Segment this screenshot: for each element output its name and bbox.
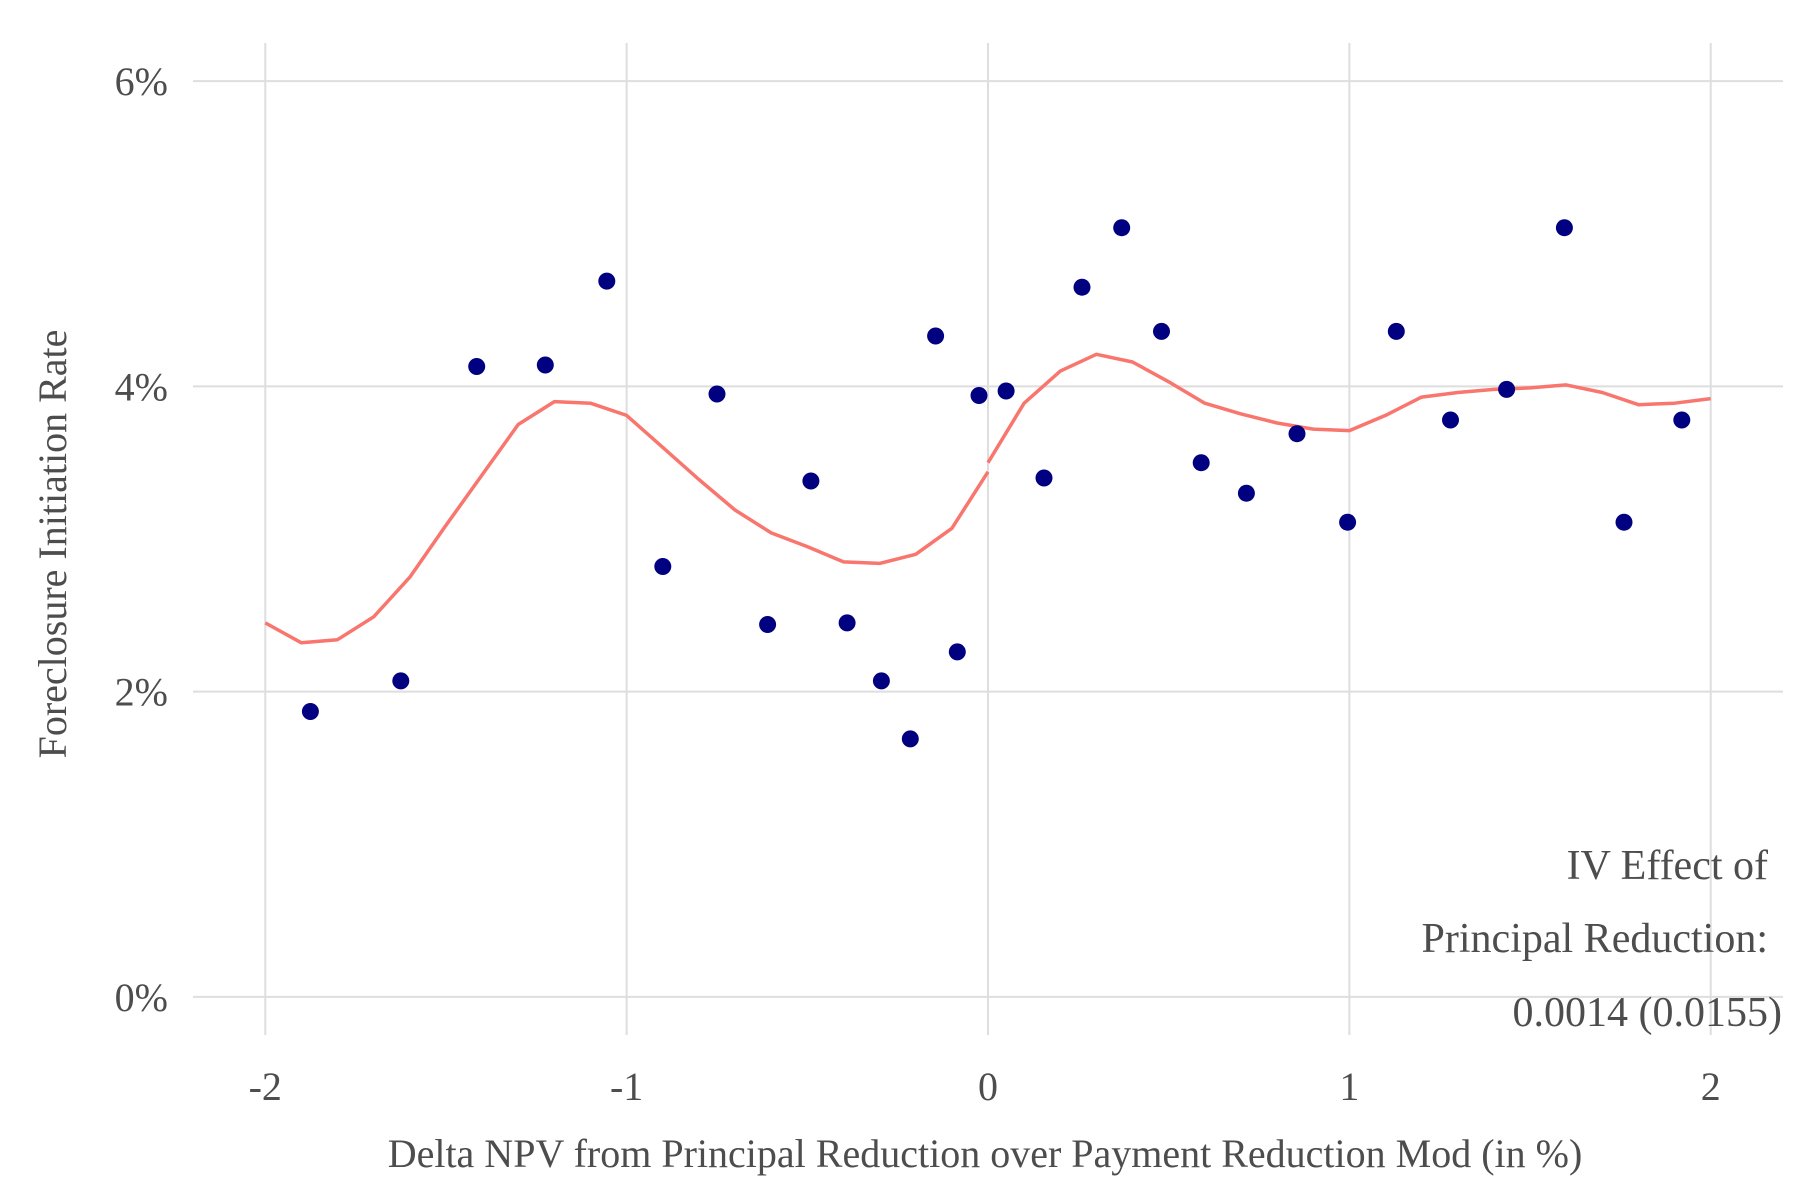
data-point (1555, 219, 1573, 237)
y-tick-label: 6% (115, 59, 168, 104)
data-point (301, 703, 319, 720)
fit-lines (264, 352, 1711, 645)
data-point (997, 382, 1015, 400)
data-point (948, 643, 966, 661)
data-point (392, 672, 410, 690)
data-point (1498, 380, 1516, 398)
fit-line-right (986, 352, 1711, 464)
grid-lines (193, 43, 1783, 1035)
x-tick-label: -2 (249, 1064, 282, 1109)
data-point (1153, 322, 1170, 340)
data-point (536, 356, 554, 374)
data-point (468, 358, 486, 375)
annotation-line-3: 0.0014 (0.0155) (1513, 990, 1782, 1036)
data-points (301, 219, 1691, 748)
data-point (654, 558, 672, 575)
annotation-line-1: IV Effect of (1567, 843, 1768, 889)
data-point (1237, 484, 1255, 502)
data-point (1113, 219, 1131, 237)
x-tick-label: 2 (1701, 1064, 1721, 1109)
data-point (927, 327, 945, 345)
data-point (598, 272, 616, 290)
x-tick-label: 0 (978, 1064, 998, 1109)
fit-line-left (264, 399, 990, 645)
data-point (1615, 513, 1633, 531)
data-point (838, 614, 856, 632)
x-axis-title: Delta NPV from Principal Reduction over … (388, 1131, 1583, 1176)
iv-annotation: IV Effect of Principal Reduction: 0.0014… (1422, 843, 1782, 1036)
data-point (1387, 322, 1405, 340)
x-tick-label: 1 (1339, 1064, 1359, 1109)
data-point (1288, 425, 1306, 443)
y-tick-label: 4% (115, 364, 168, 409)
y-tick-label: 2% (115, 670, 168, 715)
data-point (759, 616, 777, 633)
data-point (1339, 513, 1357, 531)
data-point (802, 472, 820, 490)
data-point (708, 385, 726, 403)
data-point (1073, 278, 1091, 296)
annotation-line-2: Principal Reduction: (1422, 916, 1768, 962)
x-tick-label: -1 (610, 1064, 643, 1109)
y-tick-label: 0% (115, 975, 168, 1020)
data-point (1192, 454, 1210, 472)
data-point (970, 387, 988, 404)
data-point (872, 672, 890, 690)
data-point (901, 730, 919, 748)
y-axis-title: Foreclosure Initiation Rate (30, 330, 75, 759)
data-point (1442, 411, 1459, 429)
data-point (1673, 411, 1691, 429)
data-point (1035, 469, 1053, 487)
tick-labels: -2 -1 0 1 2 0% 2% 4% 6% (115, 59, 1721, 1109)
